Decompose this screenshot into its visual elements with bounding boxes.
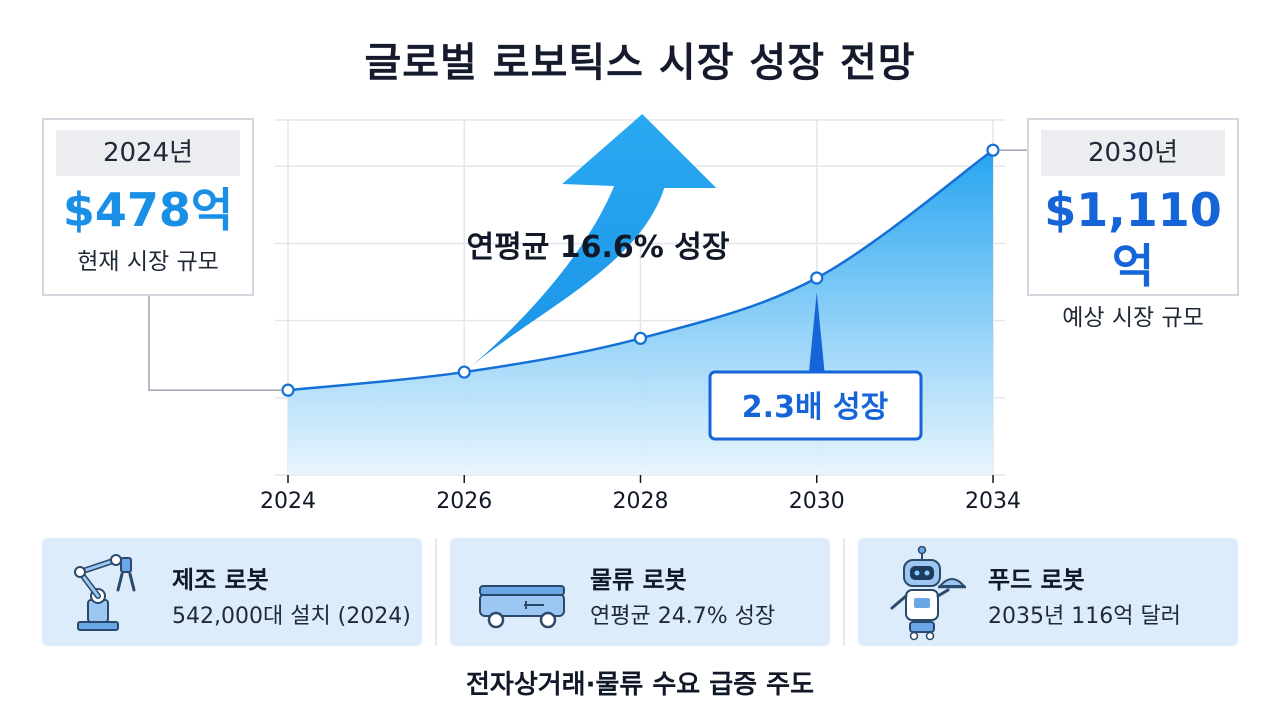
growth-arrow-icon — [464, 114, 717, 373]
x-tick-label: 2024 — [260, 489, 316, 514]
data-point — [633, 331, 648, 345]
growth-callout-box — [708, 370, 923, 441]
growth-callout-label: 2.3배 성장 — [742, 390, 889, 425]
x-tick-label: 2034 — [965, 489, 1021, 514]
card-manufacturing-robot: 제조 로봇 542,000대 설치 (2024) — [42, 538, 422, 646]
forecast-year: 2030년 — [1041, 130, 1225, 176]
service-robot-icon — [890, 546, 967, 641]
cagr-annotation: 연평균 16.6% 성장 — [467, 230, 730, 265]
card-divider — [435, 538, 437, 646]
growth-callout-pointer — [808, 291, 825, 374]
data-point — [281, 383, 295, 397]
card-name: 물류 로봇 — [590, 566, 687, 594]
x-tick-label: 2028 — [613, 489, 669, 514]
logistics-cart-icon — [479, 585, 565, 629]
current-market-box: 2024년 $478억 현재 시장 규모 — [42, 118, 254, 296]
card-detail: 542,000대 설치 (2024) — [172, 604, 411, 629]
data-point — [986, 143, 1000, 157]
card-detail: 2035년 116억 달러 — [988, 604, 1181, 629]
x-tick-label: 2026 — [436, 489, 492, 514]
robot-arm-icon — [74, 554, 136, 631]
footer-note: 전자상거래·물류 수요 급증 주도 — [466, 670, 814, 700]
card-detail: 연평균 24.7% 성장 — [590, 604, 776, 629]
x-tick-label: 2030 — [789, 489, 845, 514]
forecast-desc: 예상 시장 규모 — [1062, 305, 1204, 331]
page-title: 글로벌 로보틱스 시장 성장 전망 — [364, 40, 916, 86]
card-name: 제조 로봇 — [172, 566, 269, 594]
card-divider — [843, 538, 845, 646]
card-name: 푸드 로봇 — [988, 566, 1085, 594]
data-point — [457, 365, 471, 379]
connector-left — [148, 296, 282, 391]
current-desc: 현재 시장 규모 — [77, 249, 219, 275]
forecast-value: $1,110억 — [1044, 183, 1222, 293]
forecast-market-box: 2030년 $1,110억 예상 시장 규모 — [1027, 118, 1239, 331]
growth-chart: 연평균 16.6% 성장 2024 2026 2028 2030 2034 2.3배 성… — [148, 114, 1027, 514]
card-logistics-robot: 물류 로봇 연평균 24.7% 성장 — [450, 538, 830, 646]
data-point — [810, 271, 824, 285]
card-food-robot: 푸드 로봇 2035년 116억 달러 — [858, 538, 1238, 646]
current-year: 2024년 — [56, 130, 240, 176]
current-value: $478억 — [62, 183, 234, 237]
